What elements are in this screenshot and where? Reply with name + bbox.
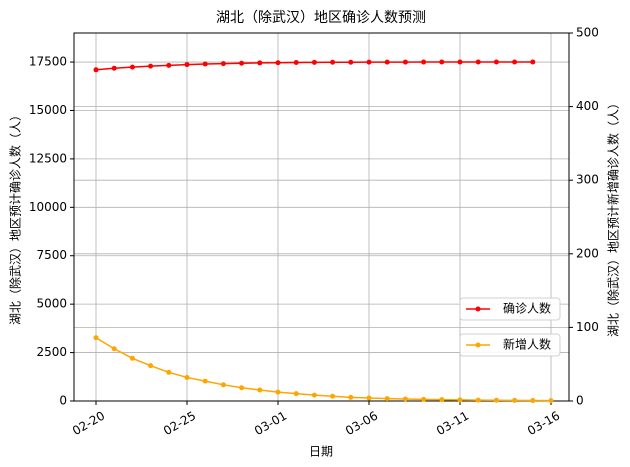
y-tick-label: 12500 xyxy=(29,151,67,165)
legend-label: 新增人数 xyxy=(503,337,551,352)
legend-label: 确诊人数 xyxy=(503,301,551,316)
point xyxy=(512,397,518,403)
chart-title: 湖北（除武汉）地区确诊人数预测 xyxy=(216,10,426,26)
point xyxy=(239,385,245,391)
legend-box xyxy=(459,333,561,357)
point xyxy=(348,59,354,65)
line xyxy=(95,337,552,402)
point xyxy=(220,61,226,67)
y-tick-label: 15000 xyxy=(29,103,67,117)
y-tick-label: 5000 xyxy=(36,297,67,311)
point xyxy=(402,396,408,402)
point xyxy=(257,387,263,393)
point xyxy=(475,59,481,65)
point xyxy=(439,59,445,65)
point xyxy=(129,355,135,361)
y2-tick-label: 200 xyxy=(576,246,599,260)
point xyxy=(202,61,208,67)
y2-tick-label: 500 xyxy=(576,26,599,40)
point xyxy=(402,59,408,65)
point xyxy=(184,62,190,68)
y-tick-label: 0 xyxy=(59,394,67,408)
y2-tick-label: 100 xyxy=(576,320,599,334)
point xyxy=(475,397,481,403)
x-tick-label: 03-16 xyxy=(525,409,562,439)
point xyxy=(311,392,317,398)
y-tick-label: 2500 xyxy=(36,345,67,359)
point xyxy=(220,382,226,388)
x-tick-label: 03-01 xyxy=(252,409,289,439)
point xyxy=(384,59,390,65)
plot-frame xyxy=(73,32,570,402)
legend-box xyxy=(459,297,561,321)
x-tick-label: 02-25 xyxy=(161,409,198,439)
y2-tick-label: 400 xyxy=(576,99,599,113)
point xyxy=(111,65,117,71)
point xyxy=(202,378,208,384)
point xyxy=(330,393,336,399)
x-axis-label: 日期 xyxy=(309,445,333,459)
point xyxy=(348,394,354,400)
point xyxy=(166,369,172,375)
y2-tick-label: 0 xyxy=(576,394,584,408)
point xyxy=(148,363,154,369)
point xyxy=(457,397,463,403)
point xyxy=(439,397,445,403)
point xyxy=(111,346,117,352)
point xyxy=(421,396,427,402)
point xyxy=(421,59,427,65)
point xyxy=(184,374,190,380)
point xyxy=(366,59,372,65)
point xyxy=(166,62,172,68)
point xyxy=(93,67,99,73)
legend-marker xyxy=(475,306,481,312)
y-tick-label: 10000 xyxy=(29,200,67,214)
point xyxy=(384,396,390,402)
point xyxy=(530,398,536,404)
point xyxy=(493,397,499,403)
point xyxy=(512,59,518,65)
point xyxy=(275,389,281,395)
legend-marker xyxy=(475,342,481,348)
point xyxy=(257,60,263,66)
y2-axis-label: 湖北（除武汉）地区预计新增确诊人数（人） xyxy=(606,97,621,337)
y-tick-label: 17500 xyxy=(29,55,67,69)
point xyxy=(493,59,499,65)
point xyxy=(457,59,463,65)
point xyxy=(93,335,99,341)
point xyxy=(548,398,554,404)
x-tick-label: 03-06 xyxy=(343,409,380,439)
point xyxy=(129,64,135,70)
point xyxy=(311,59,317,65)
point xyxy=(330,59,336,65)
point xyxy=(293,391,299,397)
point xyxy=(366,395,372,401)
point xyxy=(293,60,299,66)
point xyxy=(148,63,154,69)
x-tick-label: 02-20 xyxy=(70,409,107,439)
y-axis-label: 湖北（除武汉）地区预计确诊人数（人） xyxy=(8,109,23,325)
point xyxy=(530,59,536,65)
point xyxy=(275,60,281,66)
x-tick-label: 03-11 xyxy=(434,409,471,439)
y2-tick-label: 300 xyxy=(576,173,599,187)
point xyxy=(239,60,245,66)
y-tick-label: 7500 xyxy=(36,248,67,262)
